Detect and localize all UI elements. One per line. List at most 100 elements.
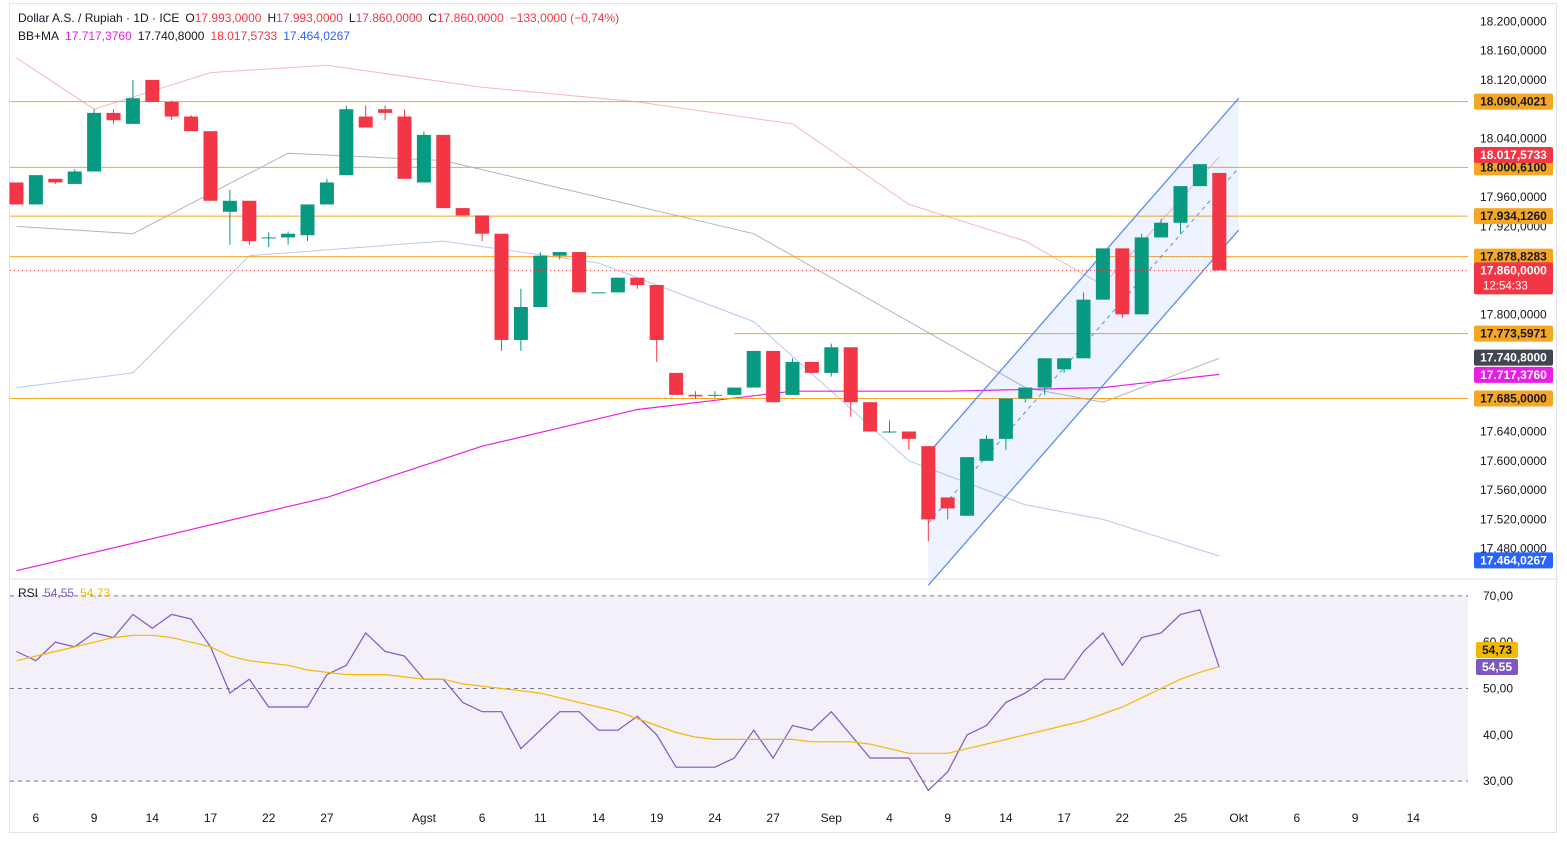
candle-body-21: [416, 134, 431, 183]
date-axis-tick-10: 19: [650, 811, 664, 825]
date-axis-tick-2: 14: [146, 811, 160, 825]
open-label: O: [185, 11, 195, 25]
price-axis-tick-9: 17.560,0000: [1480, 483, 1547, 497]
candle-body-11: [222, 200, 237, 212]
candle-body-41: [804, 361, 819, 373]
rsi-label[interactable]: RSI: [18, 586, 39, 600]
level-badge-0-text: 18.090,4021: [1480, 95, 1547, 109]
candle-body-8: [164, 101, 179, 117]
rsi-badge-bg: [1476, 659, 1518, 675]
level-badge-5-bg: [1474, 390, 1553, 407]
level-badge-5-text: 17.685,0000: [1480, 392, 1547, 406]
candle-body-30: [591, 292, 606, 294]
value-badge-bb_lower-text: 17.464,0267: [1480, 553, 1547, 567]
candle-body-35: [688, 394, 703, 397]
rsi-axis-tick-0: 70,00: [1483, 589, 1513, 603]
candle-body-16: [319, 182, 334, 205]
candle-body-46: [901, 431, 916, 439]
price-axis-tick-10: 17.520,0000: [1480, 512, 1547, 526]
candle-body-37: [727, 387, 742, 395]
low-value: 17.860,0000: [355, 11, 423, 25]
candle-body-51: [998, 398, 1013, 439]
candle-body-53: [1037, 358, 1052, 388]
chart-frame: [9, 3, 1557, 833]
candle-body-32: [630, 277, 645, 286]
rsi-ma-badge-text: 54,73: [1482, 643, 1512, 657]
candle-body-13: [261, 237, 276, 239]
candle-body-19: [378, 109, 393, 113]
rsi-ma-line: [16, 634, 1220, 754]
candle-body-3: [67, 171, 82, 184]
candle-body-54: [1057, 358, 1072, 370]
candle-body-39: [766, 350, 781, 403]
moving-average-line: [16, 373, 1220, 572]
date-axis-tick-20: Okt: [1229, 811, 1248, 825]
value-badge-ma-text: 17.717,3760: [1480, 368, 1547, 382]
level-badge-0-bg: [1474, 93, 1553, 110]
price-axis-tick-3: 18.040,0000: [1480, 132, 1547, 146]
candle-body-17: [339, 109, 354, 176]
rsi-axis-tick-3: 40,00: [1483, 728, 1513, 742]
candle-body-9: [184, 116, 199, 132]
candle-body-56: [1095, 248, 1110, 300]
date-axis-tick-4: 22: [262, 811, 276, 825]
rsi-value: 54,55: [44, 586, 75, 600]
date-axis-tick-11: 24: [708, 811, 722, 825]
candle-body-4: [87, 112, 102, 172]
channel-upper-line: [927, 97, 1240, 454]
rsi-ma-badge-bg: [1476, 642, 1518, 658]
candle-body-61: [1192, 164, 1207, 187]
candle-body-2: [48, 178, 63, 183]
candle-body-5: [106, 112, 121, 121]
date-axis-tick-13: Sep: [821, 811, 843, 825]
value-badge-last-text: 17.860,0000: [1480, 263, 1547, 277]
candle-body-29: [572, 252, 587, 293]
candle-body-43: [843, 347, 858, 403]
candle-body-0: [9, 182, 24, 205]
date-axis-tick-19: 25: [1174, 811, 1188, 825]
rsi-badge-text: 54,55: [1482, 660, 1512, 674]
open-value: 17.993,0000: [194, 11, 262, 25]
low-label: L: [348, 11, 356, 25]
level-badge-3-text: 17.878,8283: [1480, 250, 1547, 264]
candle-body-24: [475, 215, 490, 234]
candle-body-45: [882, 431, 897, 433]
price-axis-tick-4: 17.960,0000: [1480, 190, 1547, 204]
date-axis-tick-22: 9: [1352, 811, 1359, 825]
date-axis-tick-16: 14: [999, 811, 1013, 825]
candle-body-49: [960, 457, 975, 516]
candle-body-44: [863, 402, 878, 432]
candle-body-59: [1154, 222, 1169, 238]
rsi-axis-tick-4: 30,00: [1483, 774, 1513, 788]
candle-body-62: [1212, 172, 1227, 271]
value-badge-ma-bg: [1474, 366, 1553, 383]
candle-body-36: [707, 394, 722, 396]
rsi-legend: RSI 54,55 54,73: [18, 586, 110, 600]
price-axis-tick-0: 18.200,0000: [1480, 14, 1547, 28]
date-axis-tick-23: 14: [1407, 811, 1421, 825]
candle-body-23: [455, 208, 470, 216]
bb-basis-value: 17.740,8000: [137, 29, 205, 43]
bb-lower-line: [16, 240, 1220, 557]
symbol-title[interactable]: Dollar A.S. / Rupiah · 1D · ICE: [18, 11, 180, 25]
date-axis-tick-8: 11: [534, 811, 547, 825]
change-value: −133,0000 (−0,74%): [509, 11, 620, 25]
high-value: 17.993,0000: [276, 11, 343, 25]
price-axis-tick-1: 18.160,0000: [1480, 44, 1547, 58]
date-axis-tick-12: 27: [766, 811, 780, 825]
candle-body-50: [979, 438, 994, 461]
channel-lower-line: [927, 229, 1240, 586]
candle-body-34: [669, 372, 684, 395]
price-axis-tick-6: 17.800,0000: [1480, 307, 1547, 321]
candle-body-58: [1134, 237, 1149, 315]
candle-body-15: [300, 204, 315, 236]
date-axis-tick-17: 17: [1057, 811, 1071, 825]
candle-body-60: [1173, 186, 1188, 223]
candle-body-52: [1018, 387, 1033, 399]
indicator-label[interactable]: BB+MA: [18, 29, 60, 43]
date-axis-tick-15: 9: [944, 811, 951, 825]
rsi-ma-value: 54,73: [80, 586, 111, 600]
chart-legend: Dollar A.S. / Rupiah · 1D · ICE O17.993,…: [18, 9, 619, 45]
price-axis-tick-11: 17.480,0000: [1480, 542, 1547, 556]
